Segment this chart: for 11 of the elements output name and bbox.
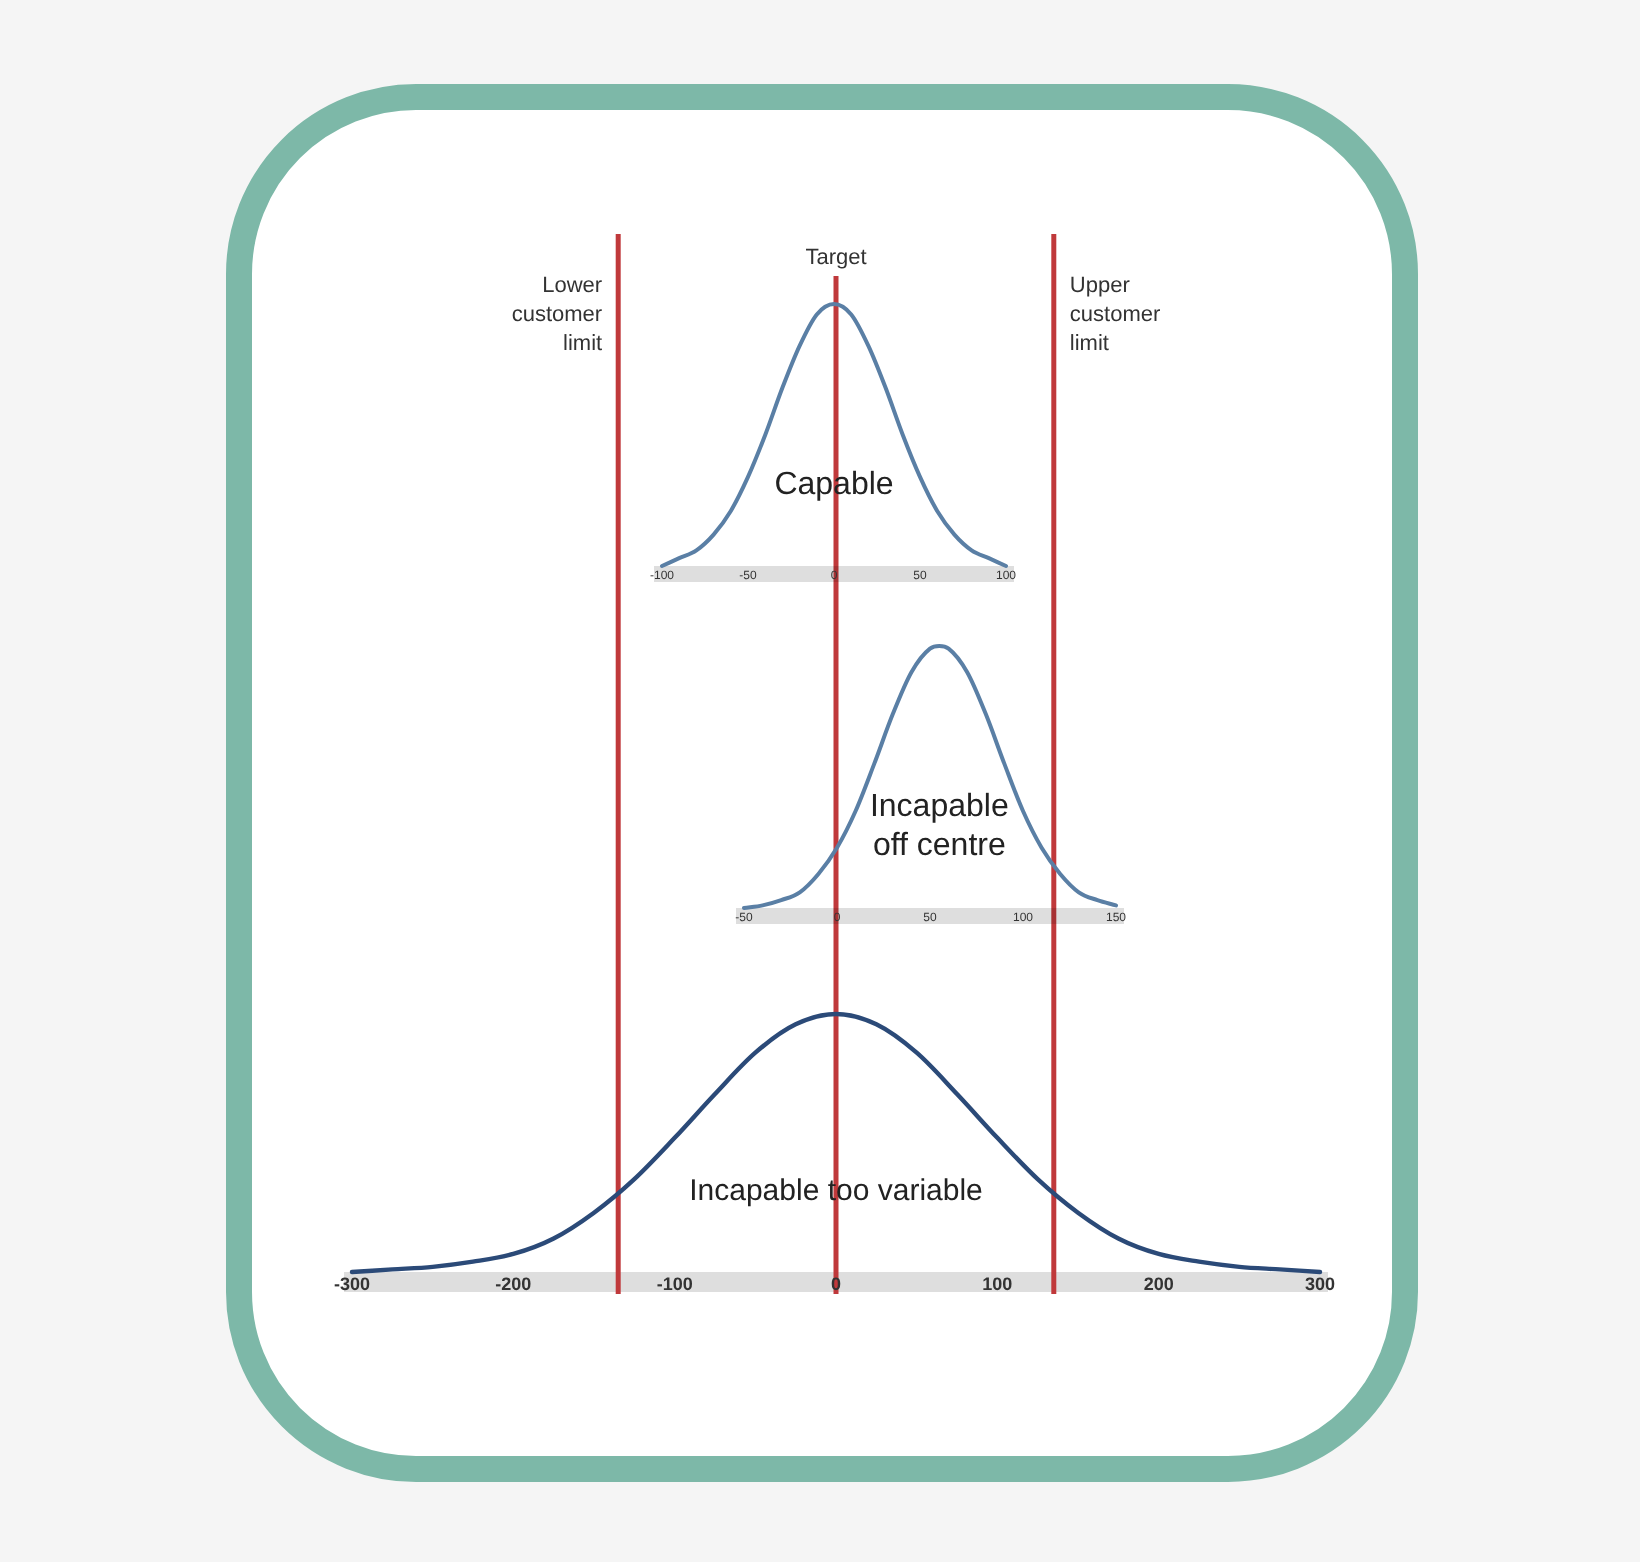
x-tick-label: -300 <box>333 1273 371 1294</box>
x-tick-label: 300 <box>1304 1273 1336 1294</box>
ref-line-label: Target <box>805 246 867 271</box>
x-tick-label: 200 <box>1143 1273 1174 1294</box>
x-tick-label: 100 <box>982 1273 1013 1294</box>
ref-line-label: Lower customer limit <box>511 274 603 357</box>
x-tick-label: -200 <box>495 1273 532 1294</box>
ref-line-label: Upper customer limit <box>1069 274 1161 357</box>
annotation: Incapable off centre <box>869 790 1009 863</box>
x-tick-label: 0 <box>830 1273 842 1294</box>
x-tick-label: -100 <box>656 1273 693 1294</box>
